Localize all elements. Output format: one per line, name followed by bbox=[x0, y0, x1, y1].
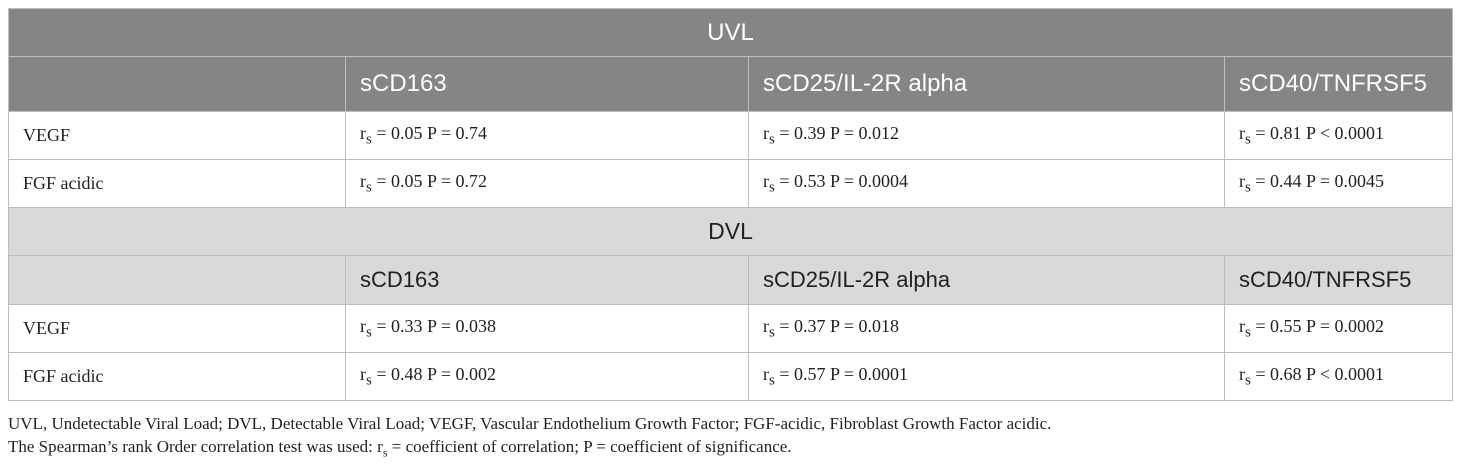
stat-cell: rs = 0.44 P = 0.0045 bbox=[1224, 159, 1453, 208]
section-header-row-uvl: UVL bbox=[8, 8, 1453, 57]
row-header-cell-dvl bbox=[8, 255, 346, 305]
table-row: FGF acidic rs = 0.05 P = 0.72 rs = 0.53 … bbox=[8, 159, 1453, 208]
column-header-scd40: sCD40/TNFRSF5 bbox=[1224, 255, 1453, 305]
section-title-uvl: UVL bbox=[8, 8, 1453, 57]
table-footnotes: UVL, Undetectable Viral Load; DVL, Detec… bbox=[8, 412, 1051, 464]
stat-cell: rs = 0.81 P < 0.0001 bbox=[1224, 111, 1453, 160]
row-header-cell-uvl bbox=[8, 56, 346, 112]
stat-cell: rs = 0.57 P = 0.0001 bbox=[748, 352, 1225, 401]
section-title-dvl: DVL bbox=[8, 207, 1453, 256]
column-header-scd163: sCD163 bbox=[345, 56, 749, 112]
stat-cell: rs = 0.05 P = 0.72 bbox=[345, 159, 749, 208]
column-header-scd163: sCD163 bbox=[345, 255, 749, 305]
row-label: FGF acidic bbox=[8, 352, 346, 401]
column-header-scd40: sCD40/TNFRSF5 bbox=[1224, 56, 1453, 112]
column-header-scd25: sCD25/IL-2R alpha bbox=[748, 255, 1225, 305]
table-row: VEGF rs = 0.05 P = 0.74 rs = 0.39 P = 0.… bbox=[8, 111, 1453, 160]
stat-cell: rs = 0.53 P = 0.0004 bbox=[748, 159, 1225, 208]
stat-cell: rs = 0.55 P = 0.0002 bbox=[1224, 304, 1453, 353]
row-label: VEGF bbox=[8, 304, 346, 353]
table-row: FGF acidic rs = 0.48 P = 0.002 rs = 0.57… bbox=[8, 352, 1453, 401]
table-row: VEGF rs = 0.33 P = 0.038 rs = 0.37 P = 0… bbox=[8, 304, 1453, 353]
correlation-table-container: UVL sCD163 sCD25/IL-2R alpha sCD40/TNFRS… bbox=[8, 8, 1453, 401]
footnote-method: The Spearman’s rank Order correlation te… bbox=[8, 437, 792, 460]
footnote-abbreviations: UVL, Undetectable Viral Load; DVL, Detec… bbox=[8, 414, 1052, 433]
column-header-scd25: sCD25/IL-2R alpha bbox=[748, 56, 1225, 112]
column-header-row-dvl: sCD163 sCD25/IL-2R alpha sCD40/TNFRSF5 bbox=[8, 255, 1453, 305]
stat-cell: rs = 0.37 P = 0.018 bbox=[748, 304, 1225, 353]
stat-cell: rs = 0.33 P = 0.038 bbox=[345, 304, 749, 353]
column-header-row-uvl: sCD163 sCD25/IL-2R alpha sCD40/TNFRSF5 bbox=[8, 56, 1453, 112]
row-label: VEGF bbox=[8, 111, 346, 160]
correlation-table: UVL sCD163 sCD25/IL-2R alpha sCD40/TNFRS… bbox=[8, 8, 1453, 401]
stat-cell: rs = 0.48 P = 0.002 bbox=[345, 352, 749, 401]
stat-cell: rs = 0.39 P = 0.012 bbox=[748, 111, 1225, 160]
row-label: FGF acidic bbox=[8, 159, 346, 208]
section-header-row-dvl: DVL bbox=[8, 207, 1453, 256]
stat-cell: rs = 0.68 P < 0.0001 bbox=[1224, 352, 1453, 401]
stat-cell: rs = 0.05 P = 0.74 bbox=[345, 111, 749, 160]
